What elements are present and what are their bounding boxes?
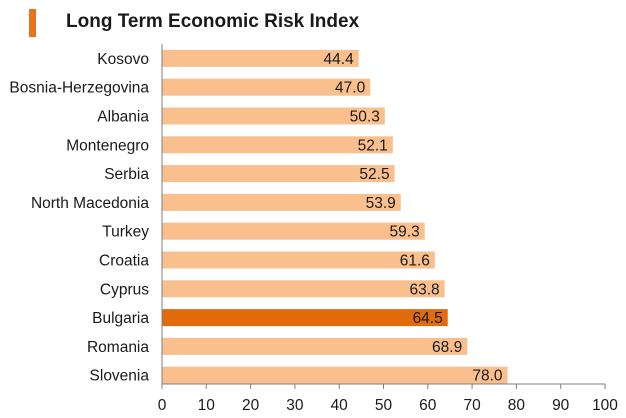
bar xyxy=(162,222,425,240)
x-tick-label: 80 xyxy=(508,397,526,414)
value-label: 63.8 xyxy=(409,281,439,298)
category-label: North Macedonia xyxy=(31,195,149,212)
bar xyxy=(162,78,371,96)
value-label: 59.3 xyxy=(390,224,420,241)
value-label: 52.5 xyxy=(359,166,389,183)
x-tick-label: 10 xyxy=(198,397,216,414)
x-tick-label: 90 xyxy=(552,397,570,414)
category-label: Albania xyxy=(97,109,149,126)
highlight-bar xyxy=(162,309,448,327)
axis-layer: 0 10 20 30 40 50 60 70 80 90 100 xyxy=(158,44,618,414)
x-tick-label: 60 xyxy=(419,397,437,414)
value-label: 52.1 xyxy=(358,137,388,154)
bar xyxy=(162,193,401,211)
category-label: Romania xyxy=(87,339,149,356)
category-label: Montenegro xyxy=(66,137,149,154)
x-tick-label: 20 xyxy=(242,397,260,414)
chart-title: Long Term Economic Risk Index xyxy=(66,11,360,32)
value-label: 78.0 xyxy=(472,368,503,385)
x-tick-label: 0 xyxy=(158,397,167,414)
category-label: Serbia xyxy=(104,166,149,183)
bar xyxy=(162,280,445,298)
category-label: Bosnia-Herzegovina xyxy=(9,80,149,97)
bars-layer: Kosovo 44.4 Bosnia-Herzegovina 47.0 Albania 5… xyxy=(9,49,508,385)
category-label: Cyprus xyxy=(100,281,149,298)
category-label: Bulgaria xyxy=(92,310,149,327)
value-label: 53.9 xyxy=(366,195,396,212)
x-tick-label: 100 xyxy=(592,397,618,414)
value-label: 61.6 xyxy=(400,253,430,270)
bar xyxy=(162,366,508,384)
value-label: 50.3 xyxy=(350,109,380,126)
x-tick-label: 50 xyxy=(375,397,393,414)
bar xyxy=(162,49,359,67)
category-label: Turkey xyxy=(102,224,149,241)
x-tick-label: 30 xyxy=(286,397,304,414)
bar xyxy=(162,136,393,154)
bar xyxy=(162,107,385,125)
x-tick-label: 40 xyxy=(331,397,349,414)
bar xyxy=(162,251,435,269)
bar xyxy=(162,337,468,355)
x-tick-label: 70 xyxy=(463,397,481,414)
bar xyxy=(162,165,395,183)
value-label: 47.0 xyxy=(335,80,366,97)
value-label: 68.9 xyxy=(432,339,462,356)
category-label: Kosovo xyxy=(97,51,149,68)
category-label: Slovenia xyxy=(90,368,150,385)
value-label: 44.4 xyxy=(324,51,355,68)
title-marker xyxy=(29,9,36,37)
category-label: Croatia xyxy=(99,253,149,270)
value-label: 64.5 xyxy=(413,310,443,327)
